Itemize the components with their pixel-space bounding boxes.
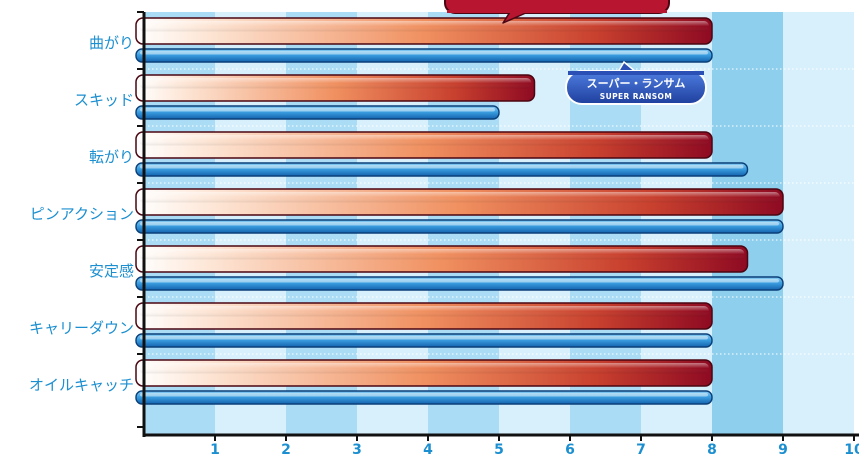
bar-red [136,132,712,158]
category-label: ピンアクション [30,205,134,223]
x-tick-label: 5 [494,442,504,458]
x-tick-label: 3 [352,442,362,458]
x-tick-label: 4 [423,442,433,458]
category-label: オイルキャッチ [29,376,134,394]
x-tick-label: 6 [565,442,575,458]
bar-red [136,360,712,386]
bar-red [136,303,712,329]
x-tick-label: 8 [707,442,717,458]
bar-blue [136,277,783,290]
category-label: 曲がり [89,34,134,52]
category-label: 転がり [89,148,134,166]
bar-blue [136,334,712,347]
bar-red [136,18,712,44]
bar-red [136,246,748,272]
x-tick-label: 1 [210,442,220,458]
x-tick-label: 10 [844,442,859,458]
category-label: キャリーダウン [29,319,134,337]
x-tick-label: 7 [636,442,646,458]
badge-subtitle: SUPER RANSOM [600,92,672,101]
bar-red [136,75,535,101]
grid-band [783,12,854,435]
bar-blue [136,220,783,233]
x-tick-label: 9 [778,442,788,458]
bar-blue [136,106,499,119]
bar-blue [136,49,712,62]
tick-labels: 1 2 3 4 5 6 7 8 9 10 [210,435,859,458]
category-label: スキッド [74,91,134,109]
bar-blue [136,163,748,176]
bar-blue [136,391,712,404]
x-tick-label: 2 [281,442,291,458]
badge-title: スーパー・ランサム [587,77,686,90]
bar-red [136,189,783,215]
category-label: 安定感 [89,262,134,280]
